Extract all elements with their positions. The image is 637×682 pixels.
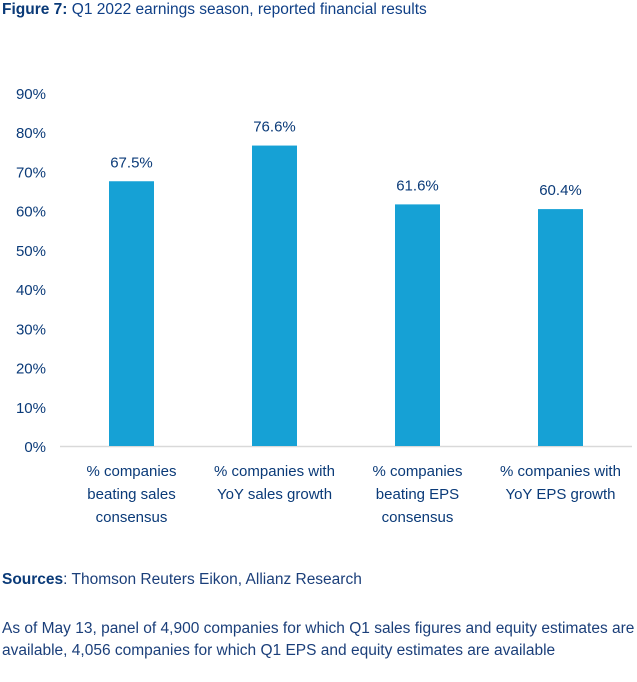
x-tick-label: YoY sales growth	[217, 486, 332, 503]
figure-number: Figure 7:	[2, 1, 68, 18]
sources-line: Sources: Thomson Reuters Eikon, Allianz …	[2, 571, 362, 589]
y-tick-label: 50%	[16, 243, 46, 260]
data-label: 60.4%	[539, 182, 582, 199]
x-tick-label: YoY EPS growth	[505, 486, 615, 503]
bar	[395, 204, 440, 446]
x-tick-label: % companies	[372, 463, 462, 480]
y-tick-label: 80%	[16, 125, 46, 142]
bar	[538, 209, 583, 446]
footnote: As of May 13, panel of 4,900 companies f…	[2, 620, 635, 659]
y-tick-label: 10%	[16, 400, 46, 417]
x-tick-label: % companies with	[214, 463, 335, 480]
x-tick-label: consensus	[382, 509, 454, 526]
y-tick-label: 40%	[16, 282, 46, 299]
y-tick-label: 70%	[16, 164, 46, 181]
x-tick-label: % companies	[86, 463, 176, 480]
data-label: 61.6%	[396, 177, 439, 194]
sources-label: Sources	[2, 571, 64, 588]
y-tick-label: 60%	[16, 204, 46, 221]
x-tick-label: beating sales	[87, 486, 175, 503]
x-tick-label: consensus	[96, 509, 168, 526]
x-tick-label: beating EPS	[376, 486, 459, 503]
figure-title-text: Q1 2022 earnings season, reported financ…	[67, 1, 427, 18]
y-tick-label: 90%	[16, 86, 46, 103]
bar	[252, 145, 297, 446]
figure-title: Figure 7: Q1 2022 earnings season, repor…	[2, 1, 427, 19]
bar-chart: 0% 10% 20% 30% 40% 50% 60% 70% 80% 90% 67.5% % comp…	[16, 86, 632, 526]
y-tick-label: 30%	[16, 321, 46, 338]
bar	[109, 181, 154, 446]
sources-text: : Thomson Reuters Eikon, Allianz Researc…	[63, 571, 362, 588]
data-label: 76.6%	[253, 119, 296, 136]
data-label: 67.5%	[110, 154, 153, 171]
y-tick-label: 20%	[16, 361, 46, 378]
y-tick-label: 0%	[24, 439, 46, 456]
x-tick-label: % companies with	[500, 463, 621, 480]
